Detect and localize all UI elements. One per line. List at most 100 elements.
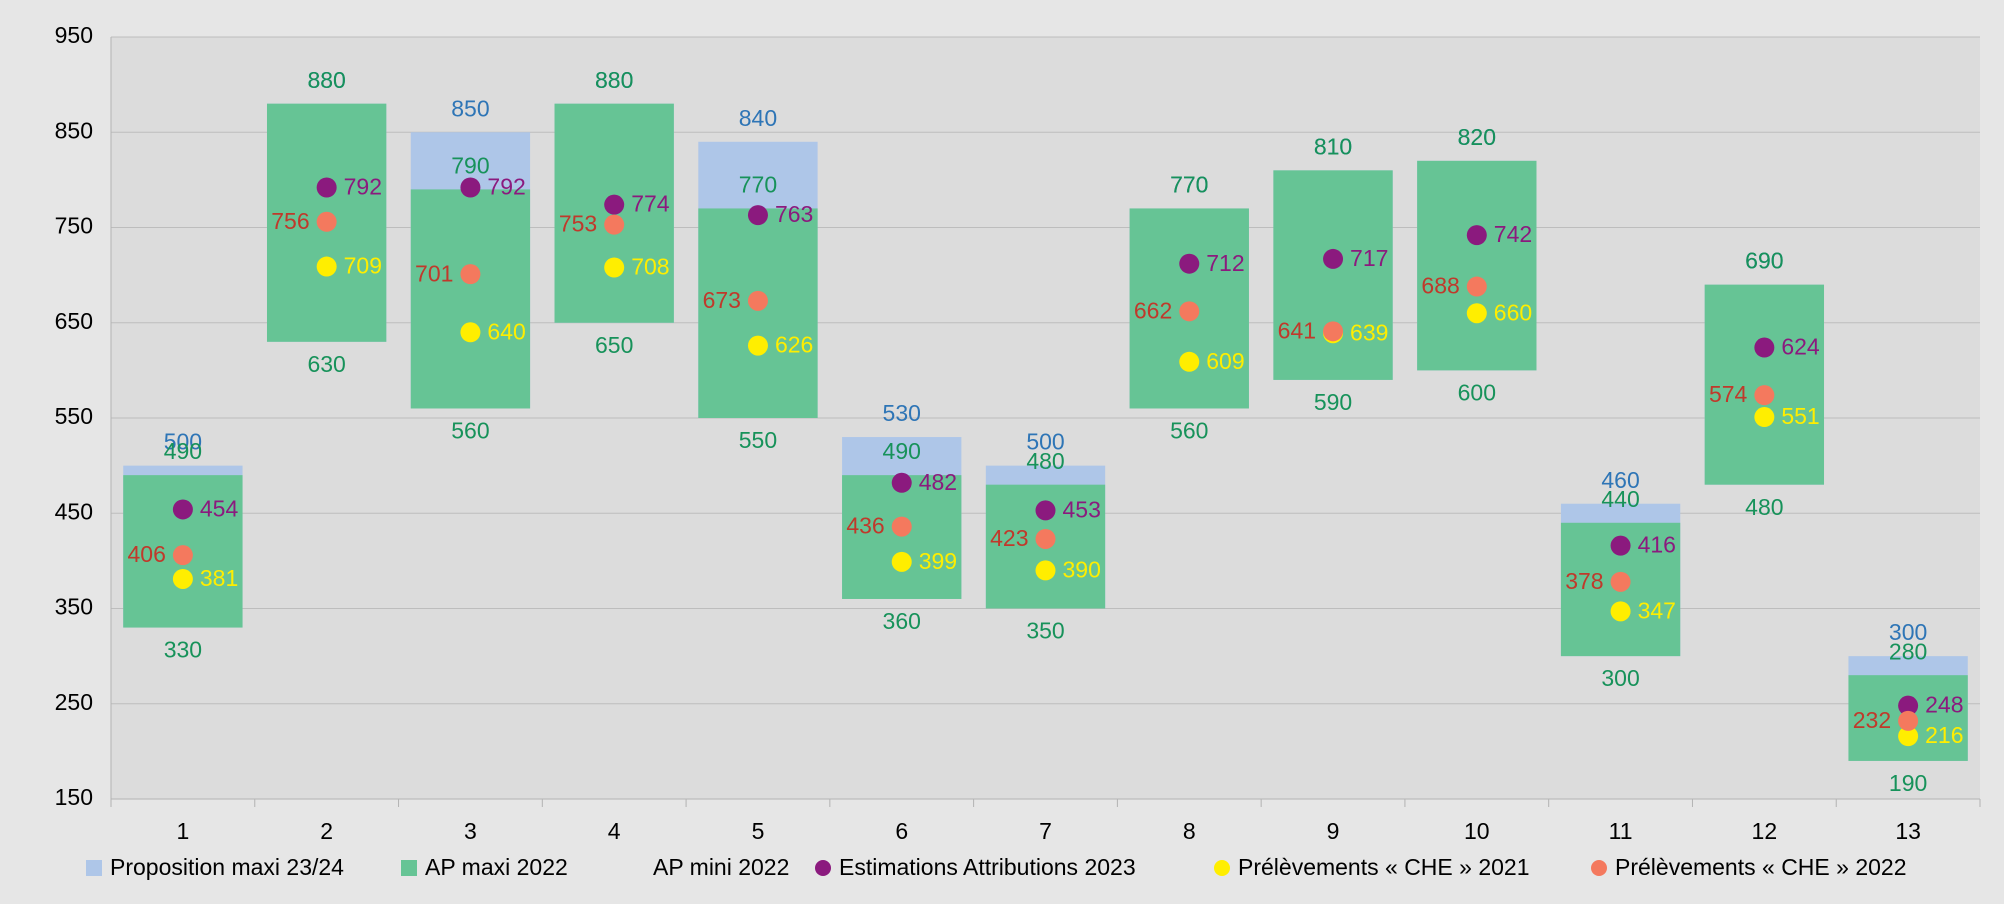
dot (1323, 321, 1344, 342)
data-label: 880 (595, 67, 633, 93)
data-label: 709 (344, 253, 382, 279)
x-tick-label: 2 (320, 818, 333, 844)
data-label: 350 (1026, 618, 1064, 644)
data-label: 482 (919, 469, 957, 495)
data-label: 460 (1601, 467, 1639, 493)
bar (842, 475, 962, 599)
legend-swatch (1591, 860, 1607, 876)
data-label: 436 (846, 513, 884, 539)
dot (1754, 407, 1775, 428)
x-tick-label: 4 (608, 818, 621, 844)
bar (698, 208, 818, 418)
legend-label: Prélèvements « CHE » 2022 (1615, 854, 1907, 880)
data-label: 792 (487, 174, 525, 200)
dot (747, 290, 768, 311)
data-label: 717 (1350, 245, 1388, 271)
data-label: 673 (703, 287, 741, 313)
data-label: 820 (1458, 124, 1496, 150)
dot (316, 211, 337, 232)
data-label: 770 (1170, 172, 1208, 198)
data-label: 300 (1601, 665, 1639, 691)
dot (1898, 726, 1919, 747)
dot (1610, 601, 1631, 622)
legend-label: Proposition maxi 23/24 (110, 854, 344, 880)
dot (1898, 695, 1919, 716)
y-tick-label: 650 (55, 308, 93, 334)
data-label: 190 (1889, 770, 1927, 796)
data-label: 753 (559, 211, 597, 237)
x-tick-label: 3 (464, 818, 477, 844)
dot (747, 205, 768, 226)
data-label: 590 (1314, 389, 1352, 415)
data-label: 574 (1709, 381, 1748, 407)
data-label: 880 (307, 67, 345, 93)
data-label: 560 (451, 418, 489, 444)
data-label: 690 (1745, 248, 1783, 274)
dot (1179, 253, 1200, 274)
data-label: 399 (919, 548, 957, 574)
data-label: 880 (307, 67, 345, 93)
data-label: 280 (1889, 638, 1927, 664)
data-label: 763 (775, 201, 813, 227)
data-label: 624 (1781, 334, 1820, 360)
data-label: 480 (1026, 448, 1064, 474)
legend-label: Estimations Attributions 2023 (839, 854, 1136, 880)
data-label: 381 (200, 565, 238, 591)
data-label: 639 (1350, 319, 1388, 345)
dot (1610, 571, 1631, 592)
x-tick-label: 11 (1609, 818, 1633, 844)
data-label: 650 (595, 332, 633, 358)
data-label: 347 (1638, 597, 1676, 623)
data-label: 880 (595, 67, 633, 93)
legend-label: AP maxi 2022 (425, 854, 568, 880)
y-tick-label: 550 (55, 403, 93, 429)
data-label: 850 (451, 95, 489, 121)
data-label: 232 (1853, 707, 1891, 733)
data-label: 216 (1925, 722, 1963, 748)
x-tick-label: 12 (1752, 818, 1778, 844)
data-label: 688 (1421, 273, 1459, 299)
data-label: 550 (739, 427, 777, 453)
dot (604, 214, 625, 235)
dot (460, 177, 481, 198)
data-label: 810 (1314, 133, 1352, 159)
dot (1323, 248, 1344, 269)
dot (1610, 535, 1631, 556)
data-label: 500 (164, 429, 202, 455)
data-label: 416 (1638, 532, 1676, 558)
x-tick-label: 10 (1464, 818, 1490, 844)
data-label: 530 (883, 400, 921, 426)
bar (1704, 284, 1825, 485)
data-label: 640 (487, 318, 525, 344)
data-label: 490 (883, 438, 921, 464)
data-label: 792 (344, 174, 382, 200)
y-tick-label: 750 (55, 213, 93, 239)
data-label: 360 (883, 608, 921, 634)
data-label: 378 (1565, 568, 1603, 594)
data-label: 453 (1063, 496, 1101, 522)
data-label: 454 (200, 496, 239, 522)
dot (460, 264, 481, 285)
y-tick-label: 450 (55, 498, 93, 524)
legend-swatch (815, 860, 831, 876)
data-label: 790 (451, 152, 489, 178)
data-label: 662 (1134, 297, 1172, 323)
dot (1035, 500, 1056, 521)
dot (1035, 560, 1056, 581)
data-label: 770 (1170, 172, 1208, 198)
y-tick-label: 950 (55, 22, 93, 48)
dot (172, 499, 193, 520)
dot (1466, 276, 1487, 297)
data-label: 423 (990, 525, 1028, 551)
data-label: 810 (1314, 133, 1352, 159)
data-label: 480 (1745, 494, 1783, 520)
data-label: 630 (307, 351, 345, 377)
data-label: 406 (128, 541, 166, 567)
x-tick-label: 5 (752, 818, 765, 844)
data-label: 840 (739, 105, 777, 131)
data-label: 551 (1781, 403, 1819, 429)
x-tick-label: 13 (1895, 818, 1921, 844)
dot (1179, 351, 1200, 372)
data-label: 660 (1494, 299, 1532, 325)
